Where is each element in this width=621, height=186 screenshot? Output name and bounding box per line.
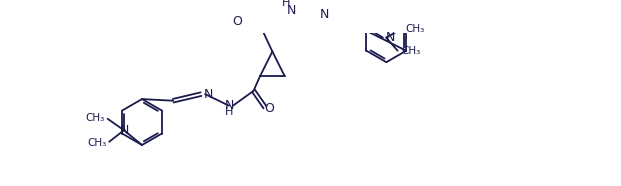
Text: N: N xyxy=(287,4,296,17)
Text: O: O xyxy=(264,102,274,116)
Text: N: N xyxy=(320,8,329,21)
Text: N: N xyxy=(386,31,396,44)
Text: CH₃: CH₃ xyxy=(86,113,105,123)
Text: H: H xyxy=(282,0,291,8)
Text: H: H xyxy=(225,107,233,117)
Text: CH₃: CH₃ xyxy=(402,46,421,56)
Text: N: N xyxy=(119,124,129,137)
Text: CH₃: CH₃ xyxy=(405,24,424,34)
Text: CH₃: CH₃ xyxy=(88,137,107,147)
Text: N: N xyxy=(225,99,234,112)
Text: O: O xyxy=(232,15,242,28)
Text: N: N xyxy=(204,88,213,101)
